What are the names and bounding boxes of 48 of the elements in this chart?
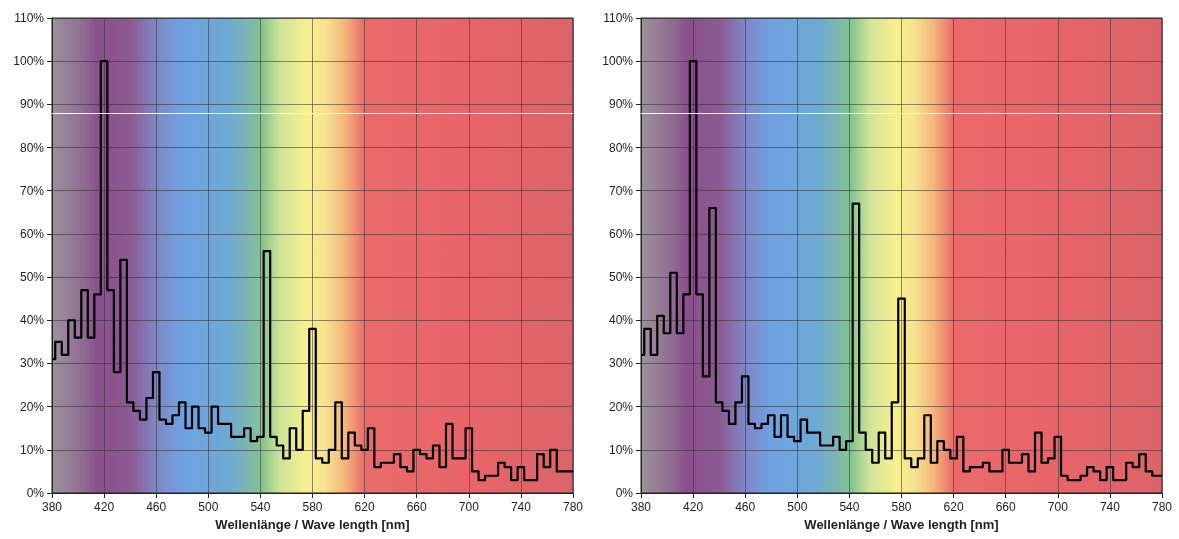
- x-tick-label: 700: [458, 500, 480, 514]
- x-tick-label: 540: [250, 500, 271, 514]
- y-tick-label: 30%: [608, 356, 634, 371]
- x-tick-label: 500: [787, 500, 808, 514]
- y-tick-label: 110%: [14, 11, 45, 25]
- x-tick-label: 460: [146, 500, 167, 514]
- y-tick-label: 90%: [19, 97, 45, 112]
- y-tick-label: 50%: [608, 270, 634, 285]
- x-tick-label: 620: [354, 500, 375, 514]
- y-tick-label: 70%: [608, 183, 634, 198]
- y-tick-label: 80%: [19, 140, 45, 155]
- y-tick-label: 70%: [19, 183, 45, 198]
- x-tick-label: 740: [510, 500, 532, 514]
- x-axis-title: Wellenlänge / Wave length [nm]: [804, 516, 999, 532]
- x-tick-label: 380: [630, 500, 652, 514]
- x-tick-label: 700: [1047, 500, 1069, 514]
- x-tick-label: 780: [562, 500, 584, 514]
- y-tick-label: 20%: [608, 399, 634, 414]
- x-tick-label: 420: [94, 500, 115, 514]
- y-tick-label: 0%: [26, 486, 45, 500]
- y-tick-label: 50%: [19, 270, 45, 285]
- y-tick-label: 10%: [608, 442, 634, 457]
- x-tick-label: 620: [943, 500, 964, 514]
- y-tick-label: 10%: [19, 442, 45, 457]
- x-tick-label: 460: [735, 500, 756, 514]
- x-tick-label: 660: [995, 500, 1017, 514]
- x-tick-label: 740: [1099, 500, 1121, 514]
- x-tick-label: 580: [891, 500, 912, 514]
- y-tick-label: 0%: [615, 486, 634, 500]
- y-tick-label: 60%: [19, 226, 45, 241]
- y-tick-label: 80%: [608, 140, 634, 155]
- y-tick-label: 40%: [19, 313, 45, 328]
- y-tick-label: 100%: [13, 54, 45, 69]
- y-tick-label: 60%: [608, 226, 634, 241]
- y-tick-label: 100%: [602, 54, 634, 69]
- y-tick-label: 90%: [608, 97, 634, 112]
- y-tick-label: 40%: [608, 313, 634, 328]
- x-tick-label: 420: [683, 500, 704, 514]
- x-tick-label: 660: [406, 500, 428, 514]
- y-tick-label: 20%: [19, 399, 45, 414]
- x-tick-label: 540: [839, 500, 860, 514]
- x-axis-title: Wellenlänge / Wave length [nm]: [215, 516, 410, 532]
- x-tick-label: 380: [41, 500, 63, 514]
- y-tick-label: 30%: [19, 356, 45, 371]
- x-tick-label: 500: [198, 500, 219, 514]
- x-tick-label: 780: [1151, 500, 1173, 514]
- x-tick-label: 580: [302, 500, 323, 514]
- y-tick-label: 110%: [603, 11, 634, 25]
